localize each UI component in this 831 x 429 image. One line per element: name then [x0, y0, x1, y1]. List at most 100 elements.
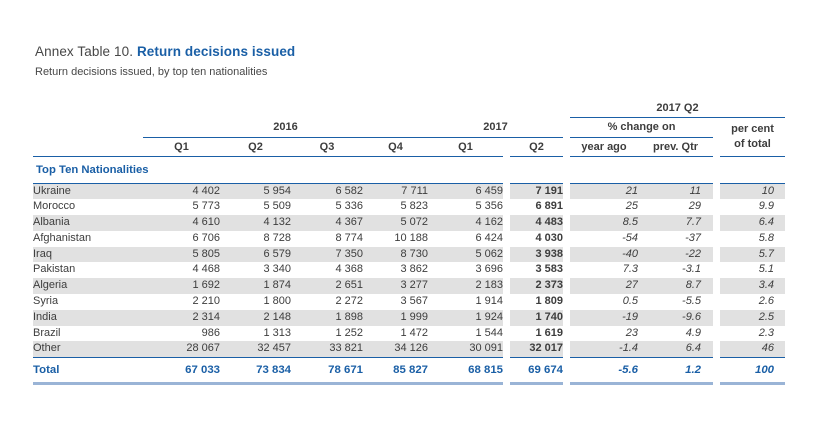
column-gap — [503, 199, 510, 216]
value-q4-2016: 3 567 — [400, 295, 428, 308]
table-row: Other 28 067 32 457 33 821 34 126 30 091… — [33, 341, 786, 358]
value-change-prev-qtr: 11 — [638, 183, 713, 200]
value-change-year-ago: 23 — [625, 326, 638, 339]
value-q2-2017: 4 483 — [510, 215, 563, 231]
value-change-year-ago: 27 — [570, 278, 638, 295]
table-row: Syria 2 210 1 800 2 272 3 567 1 914 1 80… — [33, 294, 785, 310]
value-per-cent-of-total: 2.5 — [720, 309, 786, 326]
value-change-year-ago: 0.5 — [622, 295, 638, 308]
value-q1-2016: 2 210 — [192, 295, 220, 308]
table-row: India 2 314 2 148 1 898 1 999 1 924 1 74… — [33, 309, 786, 326]
value-per-cent-of-total: 3.4 — [720, 278, 786, 295]
value-q2-2017: 6 891 — [535, 200, 563, 213]
value-q3-2016: 7 350 — [291, 246, 363, 263]
value-q1-2017: 6 424 — [475, 231, 503, 244]
total-per-cent-of-total: 100 — [720, 357, 786, 386]
column-gap — [713, 357, 720, 384]
value-q1-2017: 3 696 — [475, 263, 503, 276]
value-q1-2017: 1 544 — [475, 326, 503, 339]
table-row: Ukraine 4 402 5 954 6 582 7 711 6 459 7 … — [33, 183, 786, 200]
table-row: Afghanistan 6 706 8 728 8 774 10 188 6 4… — [33, 230, 785, 247]
group-header-2017-q2: 2017 Q2 — [570, 99, 786, 118]
column-gap — [503, 325, 510, 342]
section-rule — [720, 156, 786, 184]
column-gap — [563, 156, 570, 183]
value-q2-2016: 1 800 — [263, 295, 291, 308]
column-gap — [563, 262, 570, 279]
column-gap — [713, 156, 720, 183]
value-q1-2017: 1 924 — [428, 309, 503, 326]
column-gap — [563, 199, 570, 216]
group-header-2016: 2016 — [143, 117, 428, 138]
section-row-top-ten-nationalities: Top Ten Nationalities — [33, 156, 786, 184]
value-q1-2017: 2 183 — [428, 278, 503, 295]
value-per-cent-of-total: 5.1 — [758, 263, 775, 276]
nationality-name-cell: Brazil — [33, 326, 61, 339]
table-row: Pakistan 4 468 3 340 4 368 3 862 3 696 3… — [33, 262, 785, 279]
title-main: Return decisions issued — [136, 44, 296, 59]
value-q2-2017: 7 191 — [510, 183, 563, 200]
value-per-cent-of-total: 2.3 — [758, 326, 775, 339]
group-header-2017: 2017 — [428, 117, 563, 138]
value-q2-2016: 5 509 — [263, 200, 291, 213]
section-label: Top Ten Nationalities — [33, 156, 503, 184]
column-gap — [503, 309, 510, 326]
column-gap — [713, 294, 720, 310]
value-q4-2016: 3 862 — [400, 263, 428, 276]
value-change-prev-qtr: 6.4 — [638, 341, 713, 358]
value-change-prev-qtr: 4.9 — [685, 326, 701, 339]
value-q3-2016: 4 368 — [335, 263, 363, 276]
column-header-q2-2016: Q2 — [220, 137, 291, 157]
value-change-year-ago: 25 — [625, 200, 638, 213]
column-gap — [713, 262, 720, 279]
value-change-prev-qtr: -22 — [638, 246, 713, 263]
value-q2-2017: 3 583 — [535, 263, 563, 276]
nationality-name-cell: Morocco — [33, 200, 76, 213]
column-header-q3-2016: Q3 — [291, 137, 363, 157]
column-gap — [563, 325, 570, 342]
table-row: Algeria 1 692 1 874 2 651 3 277 2 183 2 … — [33, 278, 786, 295]
value-q4-2016: 8 730 — [363, 246, 428, 263]
column-header-q1-2016: Q1 — [143, 137, 220, 157]
column-gap — [563, 294, 570, 310]
value-change-prev-qtr: 7.7 — [638, 215, 713, 231]
nationality-name-cell: Syria — [33, 295, 59, 308]
value-q1-2017: 1 914 — [475, 295, 503, 308]
column-gap — [563, 99, 570, 117]
value-change-prev-qtr: -37 — [685, 231, 701, 244]
value-q2-2016: 6 579 — [220, 246, 291, 263]
column-gap — [563, 278, 570, 295]
column-gap — [503, 246, 510, 263]
value-per-cent-of-total: 2.6 — [758, 295, 775, 308]
value-q1-2017: 5 356 — [475, 200, 503, 213]
value-q3-2016: 8 774 — [335, 231, 363, 244]
table-row: Albania 4 610 4 132 4 367 5 072 4 162 4 … — [33, 215, 786, 231]
column-gap — [503, 294, 510, 310]
column-gap — [563, 183, 570, 200]
total-change-prev-qtr: 1.2 — [638, 357, 713, 386]
value-q4-2016: 5 823 — [400, 200, 428, 213]
nationality-name-cell: Pakistan — [33, 263, 76, 276]
value-q3-2016: 1 898 — [291, 309, 363, 326]
header-spacer — [33, 117, 143, 137]
nationality-name-cell: India — [33, 309, 143, 326]
value-q1-2017: 5 062 — [428, 246, 503, 263]
value-q1-2016: 5 773 — [192, 200, 220, 213]
value-per-cent-of-total: 6.4 — [720, 215, 786, 231]
value-q4-2016: 10 188 — [394, 231, 428, 244]
total-label: Total — [33, 357, 143, 386]
value-q2-2017: 1 740 — [510, 309, 563, 326]
value-q1-2016: 986 — [201, 326, 220, 339]
value-q3-2016: 1 252 — [335, 326, 363, 339]
column-gap — [503, 156, 510, 183]
column-gap — [503, 357, 510, 384]
value-q2-2016: 5 954 — [220, 183, 291, 200]
total-q2-2016: 73 834 — [220, 357, 291, 386]
table-row: Morocco 5 773 5 509 5 336 5 823 5 356 6 … — [33, 199, 785, 216]
value-q2-2016: 3 340 — [263, 263, 291, 276]
column-gap — [713, 183, 720, 200]
table-row: Brazil 986 1 313 1 252 1 472 1 544 1 619… — [33, 325, 785, 342]
value-q1-2017: 4 162 — [428, 215, 503, 231]
value-q3-2016: 5 336 — [335, 200, 363, 213]
value-q1-2016: 6 706 — [192, 231, 220, 244]
